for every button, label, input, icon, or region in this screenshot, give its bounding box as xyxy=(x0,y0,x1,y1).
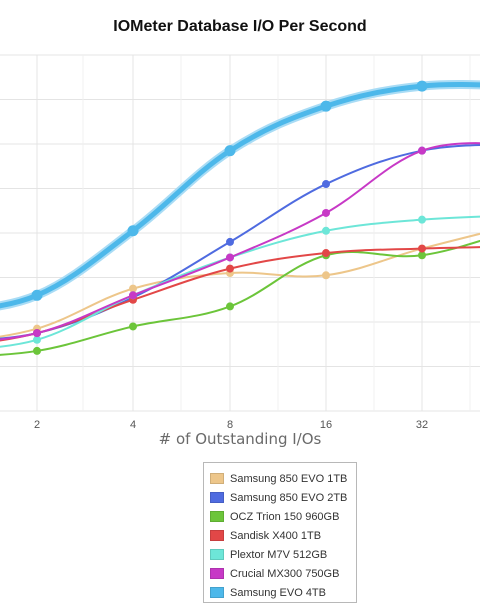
series-line xyxy=(0,143,480,340)
legend-swatch xyxy=(210,530,224,541)
series-ocz-trion-150-960gb xyxy=(0,239,480,356)
data-point xyxy=(31,289,43,301)
data-point xyxy=(224,145,236,157)
legend-label: Sandisk X400 1TB xyxy=(230,529,322,542)
x-tick-label: 32 xyxy=(416,419,428,431)
legend-item: OCZ Trion 150 960GB xyxy=(210,507,356,526)
series-samsung-850-evo-1tb xyxy=(0,232,480,338)
x-tick-label: 8 xyxy=(227,419,233,431)
legend-item: Samsung 850 EVO 1TB xyxy=(210,469,356,488)
data-point xyxy=(322,208,330,217)
data-point xyxy=(322,180,330,189)
data-point xyxy=(129,284,137,293)
legend-swatch xyxy=(210,492,224,503)
data-point xyxy=(418,244,426,253)
data-point xyxy=(33,335,41,344)
x-tick-label: 16 xyxy=(320,419,332,431)
legend-item: Samsung 850 EVO 2TB xyxy=(210,488,356,507)
legend-item: Sandisk X400 1TB xyxy=(210,526,356,545)
series-line xyxy=(0,239,480,356)
legend-swatch xyxy=(210,587,224,598)
data-point xyxy=(416,80,428,92)
legend-swatch xyxy=(210,511,224,522)
data-point xyxy=(129,291,137,300)
legend-label: Samsung 850 EVO 1TB xyxy=(230,472,348,485)
chart-legend: Samsung 850 EVO 1TB Samsung 850 EVO 2TB OC… xyxy=(203,462,357,603)
legend-label: Samsung 850 EVO 2TB xyxy=(230,491,348,504)
data-point xyxy=(33,329,41,338)
legend-item: Crucial MX300 750GB xyxy=(210,564,356,583)
data-point xyxy=(226,264,234,273)
data-point xyxy=(226,237,234,246)
data-point xyxy=(226,253,234,262)
series-crucial-mx300-750gb xyxy=(0,142,480,341)
legend-swatch xyxy=(210,473,224,484)
x-tick-label: 4 xyxy=(130,419,136,431)
grid xyxy=(0,54,480,412)
data-point xyxy=(320,100,332,112)
x-axis-label: # of Outstanding I/Os xyxy=(158,430,322,448)
legend-swatch xyxy=(210,568,224,579)
series-line xyxy=(0,246,480,342)
x-tick-label: 2 xyxy=(34,419,40,431)
data-point xyxy=(33,346,41,355)
legend-item: Samsung EVO 4TB xyxy=(210,583,356,602)
data-point xyxy=(226,302,234,311)
data-point xyxy=(322,226,330,235)
data-point xyxy=(129,322,137,331)
legend-label: Plextor M7V 512GB xyxy=(230,548,328,561)
series-line xyxy=(0,82,480,309)
series-samsung-evo-4tb xyxy=(0,80,480,311)
data-point xyxy=(418,146,426,155)
data-point xyxy=(322,271,330,280)
series-layer xyxy=(0,80,480,356)
data-point xyxy=(322,249,330,258)
legend-item: Plextor M7V 512GB xyxy=(210,545,356,564)
series-sandisk-x400-1tb xyxy=(0,244,480,342)
legend-label: Samsung EVO 4TB xyxy=(230,586,326,599)
data-point xyxy=(418,215,426,224)
legend-label: OCZ Trion 150 960GB xyxy=(230,510,340,523)
data-point xyxy=(418,251,426,260)
legend-label: Crucial MX300 750GB xyxy=(230,567,340,580)
legend-swatch xyxy=(210,549,224,560)
chart-title: IOMeter Database I/O Per Second xyxy=(113,18,367,35)
data-point xyxy=(127,225,139,237)
